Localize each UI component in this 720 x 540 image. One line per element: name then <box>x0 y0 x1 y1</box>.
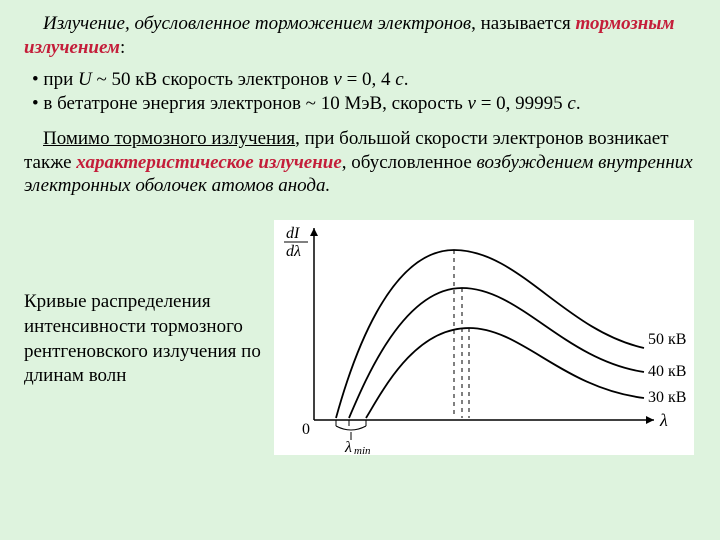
bullet-list: при U ~ 50 кВ скорость электронов v = 0,… <box>24 68 696 117</box>
svg-text:30 кВ: 30 кВ <box>648 389 686 406</box>
svg-text:dλ: dλ <box>286 243 301 260</box>
svg-text:40 кВ: 40 кВ <box>648 363 686 380</box>
bullet-1: при U ~ 50 кВ скорость электронов v = 0,… <box>32 68 696 93</box>
intro-tail1: , называется <box>471 13 575 34</box>
svg-text:min: min <box>354 445 371 455</box>
intro-indent <box>24 13 43 34</box>
characteristic-emphasis: характеристическое излучение <box>76 152 342 173</box>
chart-caption: Кривые распределения интенсивности тормо… <box>24 220 274 461</box>
second-paragraph: Помимо тормозного излучения, при большой… <box>24 127 696 198</box>
svg-text:λ: λ <box>659 410 668 430</box>
intro-paragraph: Излучение, обусловленное торможением эле… <box>24 12 696 60</box>
svg-text:0: 0 <box>302 421 310 438</box>
svg-text:50 кВ: 50 кВ <box>648 331 686 348</box>
svg-text:dI: dI <box>286 225 300 242</box>
bullet-2: в бетатроне энергия электронов ~ 10 МэВ,… <box>32 92 696 117</box>
bremsstrahlung-chart: dIdλ0λ50 кВ40 кВ30 кВλmin <box>274 220 696 461</box>
intro-tail2: : <box>120 37 125 58</box>
svg-text:λ: λ <box>344 439 352 455</box>
underlined-phrase: Помимо тормозного излучения <box>43 128 295 149</box>
intro-lead: Излучение, обусловленное торможением эле… <box>43 13 471 34</box>
